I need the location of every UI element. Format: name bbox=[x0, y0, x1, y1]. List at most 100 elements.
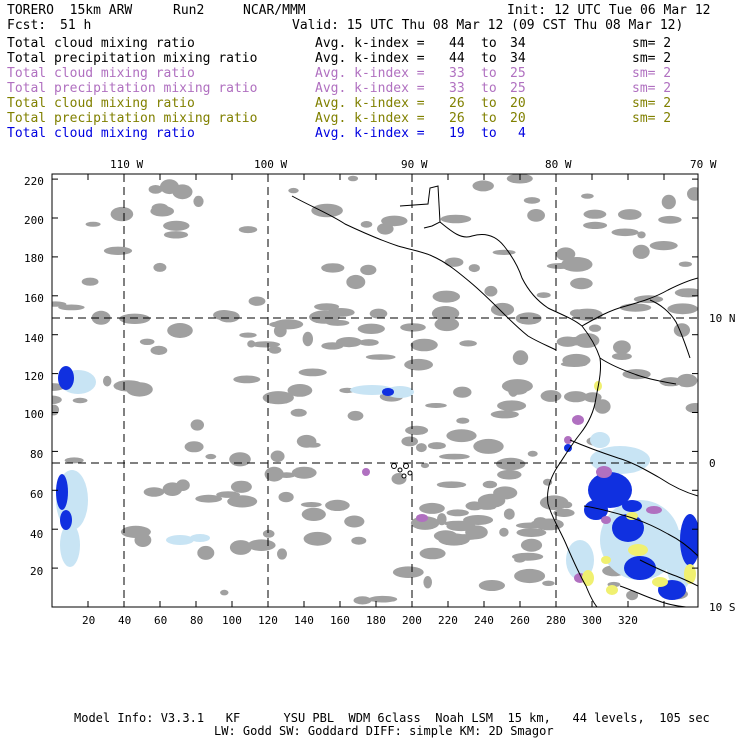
cloud-patch bbox=[619, 303, 652, 312]
x-tick-label: 40 bbox=[118, 614, 132, 627]
legend-sm: sm= 2 bbox=[632, 66, 672, 81]
cloud-patch bbox=[162, 482, 183, 497]
cloud-patch bbox=[197, 545, 215, 560]
legend-to-label: to bbox=[481, 111, 497, 126]
cloud-patch bbox=[300, 502, 322, 508]
cloud-patch bbox=[247, 340, 256, 348]
cloud-patch bbox=[148, 185, 163, 194]
y-tick-label: 100 bbox=[24, 408, 44, 421]
cloud-patch bbox=[527, 450, 538, 457]
cloud-patch bbox=[110, 206, 134, 222]
precip-yellow-patch bbox=[626, 512, 638, 520]
precip-yellow-shading bbox=[582, 381, 696, 595]
legend-to: 20 bbox=[510, 111, 526, 126]
cloud-patch bbox=[368, 595, 398, 603]
coastline-interior-3 bbox=[583, 505, 698, 557]
y-tick-label: 120 bbox=[24, 370, 44, 383]
cloud-patch bbox=[508, 385, 528, 395]
cloud-patch bbox=[649, 241, 678, 251]
cloud-patch bbox=[287, 384, 313, 397]
precip-purple-patch bbox=[416, 514, 428, 522]
cloud-patch bbox=[58, 304, 85, 311]
cloud-patch bbox=[190, 419, 204, 431]
cloud-patch bbox=[446, 429, 477, 443]
x-tick-label: 120 bbox=[258, 614, 278, 627]
cloud-patch bbox=[533, 517, 548, 525]
cloud-patch bbox=[416, 443, 427, 453]
precip-purple-patch bbox=[601, 516, 611, 524]
cloud-patch bbox=[499, 527, 509, 537]
cloud-patch bbox=[463, 515, 494, 525]
x-tick-label: 20 bbox=[82, 614, 96, 627]
cloud-patch bbox=[520, 538, 543, 552]
precip-purple-patch bbox=[564, 436, 572, 444]
cloud-patch bbox=[440, 214, 472, 224]
legend-to-label: to bbox=[481, 51, 497, 66]
legend-to: 4 bbox=[518, 126, 526, 141]
cloud-patch bbox=[431, 306, 460, 321]
cloud-patch bbox=[515, 312, 542, 325]
cloud-patch bbox=[496, 457, 526, 471]
cloud-patch bbox=[446, 521, 476, 532]
legend-to: 34 bbox=[510, 51, 526, 66]
cloud-patch bbox=[667, 303, 698, 315]
legend-field: Total cloud mixing ratio bbox=[7, 66, 195, 81]
cloud-patch bbox=[360, 221, 373, 228]
y-tick-marks bbox=[52, 178, 698, 569]
cloud-patch bbox=[163, 231, 189, 239]
cloud-patch bbox=[134, 533, 152, 547]
legend-from: 44 bbox=[449, 51, 465, 66]
cloud-light-patch bbox=[590, 432, 610, 448]
coastline-south-america-north bbox=[581, 277, 698, 327]
legend-to: 34 bbox=[510, 36, 526, 51]
y-tick-label: 20 bbox=[30, 565, 44, 578]
cloud-blue-patch bbox=[612, 514, 644, 542]
grid-lines bbox=[52, 174, 698, 607]
cloud-patch bbox=[277, 548, 287, 560]
cloud-patch bbox=[436, 481, 467, 489]
cloud-patch bbox=[269, 393, 280, 402]
coastline-interior-1 bbox=[599, 357, 677, 385]
lon-label-100w: 100 W bbox=[254, 158, 288, 171]
cloud-patch bbox=[353, 596, 372, 605]
cloud-patch bbox=[661, 194, 676, 210]
legend-row: Total cloud mixing ratio Avg. k-index = … bbox=[7, 96, 732, 111]
cloud-patch bbox=[678, 376, 688, 387]
lon-label-70w: 70 W bbox=[690, 158, 717, 171]
cloud-blue-patch bbox=[564, 444, 572, 452]
legend-to-label: to bbox=[481, 81, 497, 96]
cloud-patch bbox=[64, 457, 84, 464]
init-time: Init: 12 UTC Tue 06 Mar 12 bbox=[507, 3, 711, 18]
cloud-patch bbox=[360, 264, 377, 276]
cloud-patch bbox=[160, 179, 179, 195]
cloud-patch bbox=[659, 377, 683, 387]
cloud-patch bbox=[303, 531, 332, 546]
cloud-patch bbox=[251, 341, 281, 348]
cloud-patch bbox=[492, 249, 516, 255]
cloud-patch bbox=[583, 221, 608, 229]
cloud-patch bbox=[347, 175, 359, 182]
precip-purple-patch bbox=[596, 466, 612, 478]
coastlines bbox=[291, 185, 698, 607]
cloud-patch bbox=[434, 317, 460, 332]
cloud-patch bbox=[427, 442, 446, 450]
cloud-patch bbox=[516, 528, 547, 537]
cloud-patch bbox=[437, 513, 447, 526]
legend-row: Total precipitation mixing ratio Avg. k-… bbox=[7, 51, 732, 66]
legend-sm: sm= 2 bbox=[632, 36, 672, 51]
legend-to: 20 bbox=[510, 96, 526, 111]
cloud-patch bbox=[404, 358, 433, 371]
cloud-patch bbox=[553, 508, 575, 517]
cloud-light-patch bbox=[386, 386, 414, 398]
cloud-patch bbox=[247, 539, 276, 551]
x-tick-label: 300 bbox=[582, 614, 602, 627]
cloud-patch bbox=[542, 580, 555, 586]
lon-label-110w: 110 W bbox=[110, 158, 144, 171]
cloud-gray-shading bbox=[52, 174, 698, 605]
cloud-patch bbox=[230, 480, 252, 493]
cloud-patch bbox=[658, 215, 682, 224]
cloud-patch bbox=[400, 323, 426, 332]
cloud-patch bbox=[523, 197, 541, 204]
org-label: NCAR/MMM bbox=[243, 3, 306, 18]
cloud-patch bbox=[325, 499, 350, 511]
